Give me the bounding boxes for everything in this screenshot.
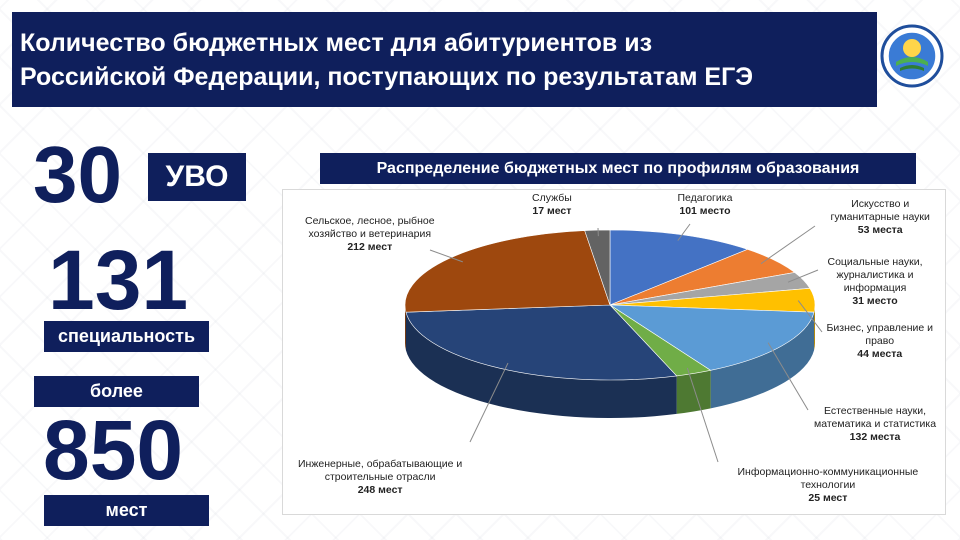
pie-label-2: Социальные науки, журналистика и информаци… [828,256,923,308]
universities-label: УВО [148,153,246,201]
places-prefix-label: более [34,376,199,407]
pie-label-name-4-1: математика и статистика [814,418,937,430]
pie-label-5: Информационно-коммуникационные технологии… [738,466,919,505]
pie-leader-line-2 [787,269,819,283]
pie-label-8: Службы 17 мест [532,192,572,218]
specialties-count: 131 [48,233,189,327]
pie-label-name-3-0: Бизнес, управление и [826,322,934,334]
pie-label-0: Педагогика 101 место [678,192,733,218]
pie-side-7 [405,305,406,351]
pie-label-6: Инженерные, обрабатывающие и строительные… [298,458,462,497]
pie-label-name-5-0: Информационно-коммуникационные [737,466,919,478]
pie-slice-7 [404,230,611,313]
pie-sides [405,305,815,418]
pie-slice-6 [405,304,678,381]
pie-leader-line-0 [677,223,691,241]
pie-label-value-3: 44 места [857,348,903,360]
pie-label-name-6-0: Инженерные, обрабатывающие и [298,458,463,470]
pie-slice-8 [584,229,611,306]
pie-leader-line-5 [686,367,719,463]
pie-label-value-0: 101 место [679,205,731,217]
pie-leader-line-4 [767,342,809,411]
pie-label-name-3-1: право [865,335,895,347]
pie-label-name-7-1: хозяйство и ветеринария [308,228,432,240]
pie-label-value-2: 31 место [852,295,898,307]
pie-leader-line-1 [760,225,816,265]
pie-label-name-2-0: Социальные науки, [827,256,923,268]
pie-label-name-5-1: технологии [800,479,856,491]
pie-label-name-1-0: Искусство и [851,198,910,210]
pie-label-value-8: 17 мест [532,205,572,217]
slide-title-line-1: Количество бюджетных мест для абитуриент… [20,29,653,57]
pie-label-1: Искусство и гуманитарные науки 53 места [831,198,930,237]
pie-leader-line-7 [429,249,463,263]
pie-label-value-4: 132 места [849,431,901,443]
pie-side-3 [814,305,815,351]
pie-leader-lines [429,223,823,463]
pie-leader-line-3 [797,300,823,333]
chart-title: Распределение бюджетных мест по профилям… [320,153,916,184]
pie-label-7: Сельское, лесное, рыбное хозяйство и вете… [305,215,435,254]
pie-slices [404,229,816,381]
specialties-label: специальность [44,321,209,352]
pie-label-name-8-0: Службы [532,192,572,204]
universities-count: 30 [33,130,122,219]
ministry-emblem-icon [880,24,944,88]
pie-label-name-1-1: гуманитарные науки [830,211,930,223]
pie-label-name-4-0: Естественные науки, [823,405,927,417]
pie-label-name-2-2: информация [843,282,907,294]
pie-label-name-2-1: журналистика и [836,269,914,281]
pie-label-3: Бизнес, управление и право 44 места [827,322,934,361]
pie-label-value-1: 53 места [857,224,903,236]
pie-side-4 [710,312,815,409]
pie-label-value-7: 212 мест [347,241,393,253]
pie-side-6 [405,312,677,418]
places-label: мест [44,495,209,526]
pie-leader-line-6 [469,362,509,443]
pie-label-4: Естественные науки, математика и статисти… [814,405,936,444]
slide-title: Количество бюджетных мест для абитуриент… [12,12,877,107]
pie-label-name-6-1: строительные отрасли [324,471,436,483]
pie-label-value-5: 25 мест [808,492,848,504]
pie-label-name-0-0: Педагогика [677,192,733,204]
places-count: 850 [43,403,184,497]
slide-title-line-2: Российской Федерации, поступающих по рез… [20,63,754,91]
pie-label-name-7-0: Сельское, лесное, рыбное [305,215,435,227]
pie-slice-0 [609,229,749,306]
pie-label-value-6: 248 мест [357,484,403,496]
pie-side-5 [676,370,711,414]
